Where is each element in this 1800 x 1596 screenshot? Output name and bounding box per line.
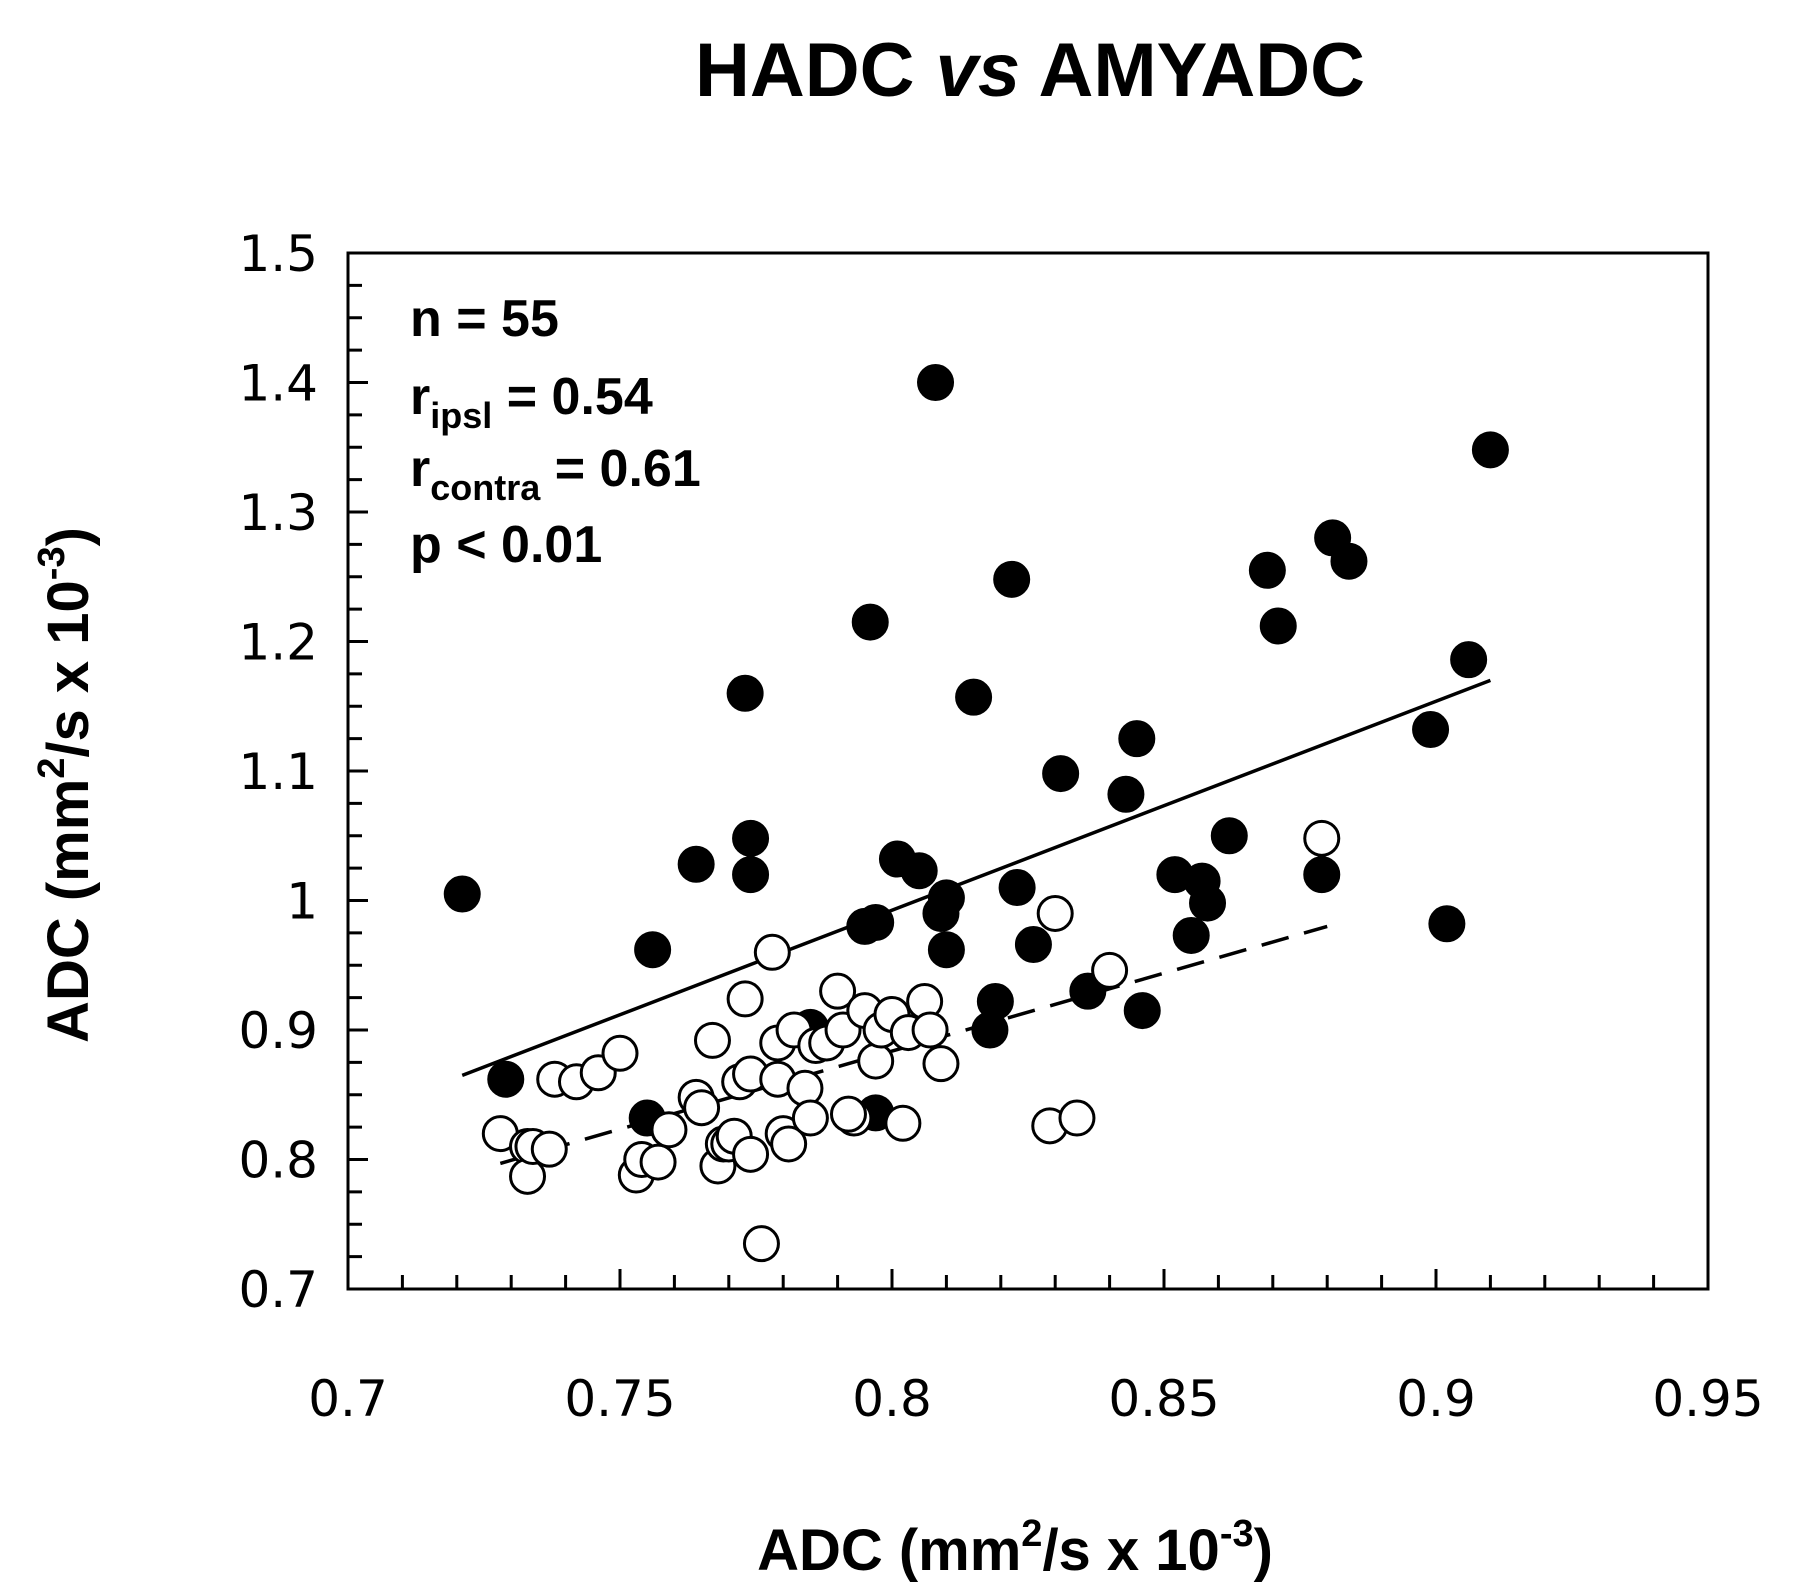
plot-area: n = 55 ripsl = 0.54 rcontra = 0.61 p < 0… (346, 251, 1710, 1291)
stat-r-contra-rest: = 0.61 (540, 440, 700, 498)
stat-r-contra: rcontra = 0.61 (410, 440, 701, 508)
point-filled (1189, 884, 1227, 922)
point-open (791, 1099, 829, 1137)
point-open (639, 1143, 677, 1181)
point-filled (851, 603, 889, 641)
stat-r-ipsl-base: r (410, 368, 430, 426)
point-filled (487, 1060, 525, 1098)
point-open (786, 1069, 824, 1107)
point-filled (726, 674, 764, 712)
point-filled (1471, 431, 1509, 469)
point-filled (732, 819, 770, 857)
x-tick-label: 0.8 (852, 1370, 932, 1428)
regression-lines (461, 678, 1492, 1166)
stat-r-ipsl: ripsl = 0.54 (410, 368, 653, 436)
stat-p: p < 0.01 (410, 516, 602, 574)
point-filled (1014, 926, 1052, 964)
y-tick-label: 1.1 (238, 743, 318, 801)
point-open (726, 980, 764, 1018)
point-filled (1107, 775, 1145, 813)
y-axis-label: ADC (mm2/s x 10-3) (31, 527, 101, 1043)
point-open (922, 1045, 960, 1083)
stat-r-ipsl-sub: ipsl (430, 395, 492, 436)
axis-ticks (348, 283, 1656, 1289)
point-filled (634, 931, 672, 969)
point-open (1058, 1099, 1096, 1137)
point-open (601, 1034, 639, 1072)
fit-line-solid (461, 678, 1492, 1077)
point-filled (857, 904, 895, 942)
stat-r-contra-sub: contra (430, 467, 541, 508)
x-tick-label: 0.85 (1108, 1370, 1219, 1428)
y-tick-label: 0.9 (238, 1002, 318, 1060)
point-open (1036, 894, 1074, 932)
point-open (884, 1104, 922, 1142)
y-tick-label: 1.4 (238, 355, 318, 413)
stat-n: n = 55 (410, 290, 559, 348)
point-filled (1210, 817, 1248, 855)
y-tick-label: 0.8 (238, 1132, 318, 1190)
point-open (693, 1021, 731, 1059)
point-filled (1118, 720, 1156, 758)
x-tick-label: 0.9 (1396, 1370, 1476, 1428)
point-open (819, 972, 857, 1010)
point-open (1303, 819, 1341, 857)
point-filled (677, 845, 715, 883)
point-filled (1123, 992, 1161, 1030)
y-tick-label: 1.2 (238, 614, 318, 672)
point-filled (1259, 607, 1297, 645)
point-filled (976, 983, 1014, 1021)
point-open (530, 1130, 568, 1168)
point-open (742, 1225, 780, 1263)
point-open (1091, 951, 1129, 989)
point-filled (998, 869, 1036, 907)
point-filled (1330, 542, 1368, 580)
point-filled (993, 560, 1031, 598)
chart-title-part3: AMYADC (1020, 28, 1365, 113)
tick-labels: 0.7 0.75 0.8 0.85 0.9 0.95 0.7 0.8 0.9 1 1.1 1.2 1.3… (238, 225, 1763, 1428)
point-open (753, 933, 791, 971)
x-tick-label: 0.95 (1652, 1370, 1763, 1428)
point-filled (955, 678, 993, 716)
y-tick-label: 1 (286, 873, 318, 931)
point-filled (443, 875, 481, 913)
x-tick-label: 0.75 (564, 1370, 675, 1428)
stat-r-contra-base: r (410, 440, 430, 498)
point-open (683, 1089, 721, 1127)
point-filled (732, 856, 770, 894)
point-open (857, 1042, 895, 1080)
point-filled (1412, 711, 1450, 749)
point-open (829, 1095, 867, 1133)
point-filled (1428, 905, 1466, 943)
point-filled (1042, 755, 1080, 793)
y-tick-label: 1.5 (238, 225, 318, 283)
y-tick-label: 1.3 (238, 484, 318, 542)
stat-r-ipsl-rest: = 0.54 (492, 368, 653, 426)
point-filled (917, 364, 955, 401)
x-axis-label: ADC (mm2/s x 10-3) (757, 1513, 1273, 1583)
point-filled (1450, 641, 1488, 679)
point-filled (927, 879, 965, 917)
chart-title-part1: HADC (695, 28, 936, 113)
point-open (770, 1125, 808, 1163)
y-tick-label: 0.7 (238, 1261, 318, 1319)
point-filled (927, 931, 965, 969)
point-open (911, 1011, 949, 1049)
point-filled (900, 852, 938, 890)
chart-title: HADC vs AMYADC (695, 28, 1365, 113)
point-filled (1303, 856, 1341, 894)
point-filled (1172, 916, 1210, 954)
point-open (650, 1111, 688, 1149)
chart-title-vs: vs (936, 28, 1021, 113)
point-open (732, 1135, 770, 1173)
x-tick-label: 0.7 (308, 1370, 388, 1428)
point-filled (1248, 551, 1286, 589)
data-points (443, 364, 1509, 1263)
